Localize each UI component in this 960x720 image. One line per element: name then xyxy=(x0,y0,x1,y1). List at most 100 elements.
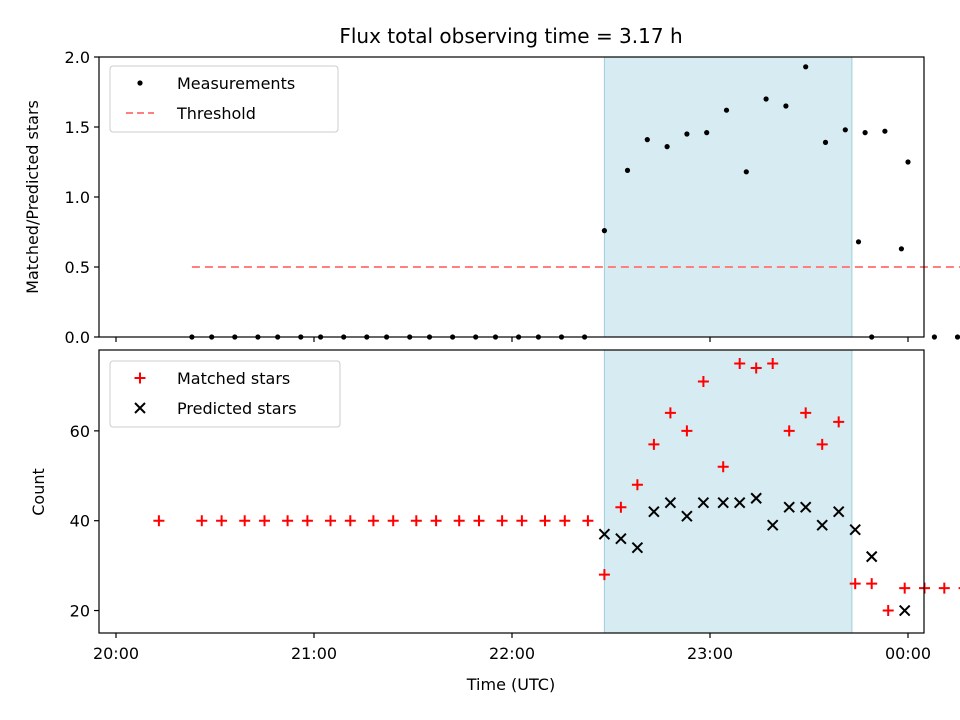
y-tick-label: 1.0 xyxy=(65,188,90,207)
measurement-point xyxy=(954,334,960,340)
predicted-point xyxy=(717,497,729,509)
predicted-point xyxy=(816,519,828,531)
shaded-band xyxy=(603,349,853,634)
x-tick-label: 22:00 xyxy=(489,644,535,663)
predicted-point xyxy=(849,523,861,536)
measurement-point xyxy=(704,130,710,136)
chart-title: Flux total observing time = 3.17 h xyxy=(339,24,682,48)
predicted-point xyxy=(697,497,710,509)
y-tick-label: 0.5 xyxy=(65,258,90,277)
legend-label: Matched stars xyxy=(177,369,290,388)
measurement-point xyxy=(644,137,650,143)
matched-point xyxy=(453,515,465,527)
matched-point xyxy=(216,515,228,527)
matched-point xyxy=(582,515,594,527)
predicted-point xyxy=(750,492,762,504)
y-tick-label: 1.5 xyxy=(65,118,90,137)
measurement-point xyxy=(624,167,631,173)
y-tick-label: 0.0 xyxy=(65,328,90,347)
legend-label: Threshold xyxy=(176,104,256,123)
matched-point xyxy=(344,515,356,527)
matched-point xyxy=(598,569,610,581)
measurement-point xyxy=(882,128,888,134)
matched-point xyxy=(367,515,379,527)
predicted-point xyxy=(799,501,812,513)
matched-point xyxy=(301,515,313,527)
matched-point xyxy=(473,515,485,527)
matched-point xyxy=(697,375,709,387)
matched-point xyxy=(833,416,845,428)
legend-marker xyxy=(137,80,143,86)
predicted-point xyxy=(681,510,693,522)
predicted-point xyxy=(664,497,677,509)
predicted-point xyxy=(615,532,627,545)
predicted-point xyxy=(631,541,644,554)
matched-point xyxy=(410,515,422,527)
matched-point xyxy=(849,578,861,590)
matched-point xyxy=(631,479,643,491)
legend-box xyxy=(109,65,339,133)
measurement-point xyxy=(862,130,868,136)
matched-point xyxy=(800,407,812,419)
top-axes: 0.00.51.01.52.0 Matched/Predicted stars … xyxy=(23,48,960,347)
matched-point xyxy=(259,515,270,527)
matched-point xyxy=(816,438,828,450)
matched-point xyxy=(783,425,795,437)
legend-label: Predicted stars xyxy=(177,399,297,418)
predicted-point xyxy=(648,506,660,518)
measurement-point xyxy=(684,131,690,137)
legend-box xyxy=(109,360,341,428)
predicted-point xyxy=(865,550,878,563)
measurement-point xyxy=(763,96,769,102)
measurement-point xyxy=(803,64,809,70)
matched-point xyxy=(239,515,251,527)
top-y-axis-label: Matched/Predicted stars xyxy=(23,100,42,294)
x-tick-label: 00:00 xyxy=(885,644,931,663)
predicted-point xyxy=(598,528,611,540)
matched-point xyxy=(882,605,894,617)
matched-point xyxy=(615,501,627,513)
matched-point xyxy=(734,357,746,369)
matched-point xyxy=(539,515,551,527)
x-tick-label: 20:00 xyxy=(93,644,139,663)
legend-label: Measurements xyxy=(177,74,295,93)
predicted-point xyxy=(783,501,795,513)
matched-point xyxy=(767,357,779,369)
y-tick-label: 20 xyxy=(70,602,90,621)
x-tick-label: 23:00 xyxy=(687,644,733,663)
bottom-y-axis-label: Count xyxy=(29,468,48,516)
y-tick-label: 60 xyxy=(70,422,90,441)
matched-point xyxy=(750,362,762,374)
matched-point xyxy=(899,582,911,594)
y-tick-label: 2.0 xyxy=(65,48,90,67)
predicted-point xyxy=(733,497,746,509)
measurement-point xyxy=(822,139,829,145)
matched-point xyxy=(496,515,508,527)
measurement-point xyxy=(931,334,938,340)
matched-point xyxy=(387,515,399,527)
matched-point xyxy=(153,515,165,527)
measurement-point xyxy=(723,107,730,113)
matched-point xyxy=(866,578,878,590)
legend-marker xyxy=(134,402,146,414)
matched-point xyxy=(516,515,528,527)
legend-marker xyxy=(134,372,146,384)
y-tick-label: 40 xyxy=(70,512,90,531)
matched-point xyxy=(938,582,950,594)
measurement-point xyxy=(898,246,905,252)
matched-point xyxy=(664,407,676,419)
measurement-point xyxy=(664,144,670,150)
predicted-point xyxy=(766,519,779,531)
matched-point xyxy=(282,515,294,527)
matched-point xyxy=(559,515,571,527)
matched-point xyxy=(430,515,442,527)
matched-point xyxy=(681,425,693,437)
x-tick-label: 21:00 xyxy=(291,644,337,663)
measurement-point xyxy=(743,169,749,175)
predicted-point xyxy=(898,604,911,617)
x-axis-label: Time (UTC) xyxy=(466,675,555,694)
measurement-point xyxy=(783,103,789,109)
measurement-point xyxy=(905,159,911,165)
